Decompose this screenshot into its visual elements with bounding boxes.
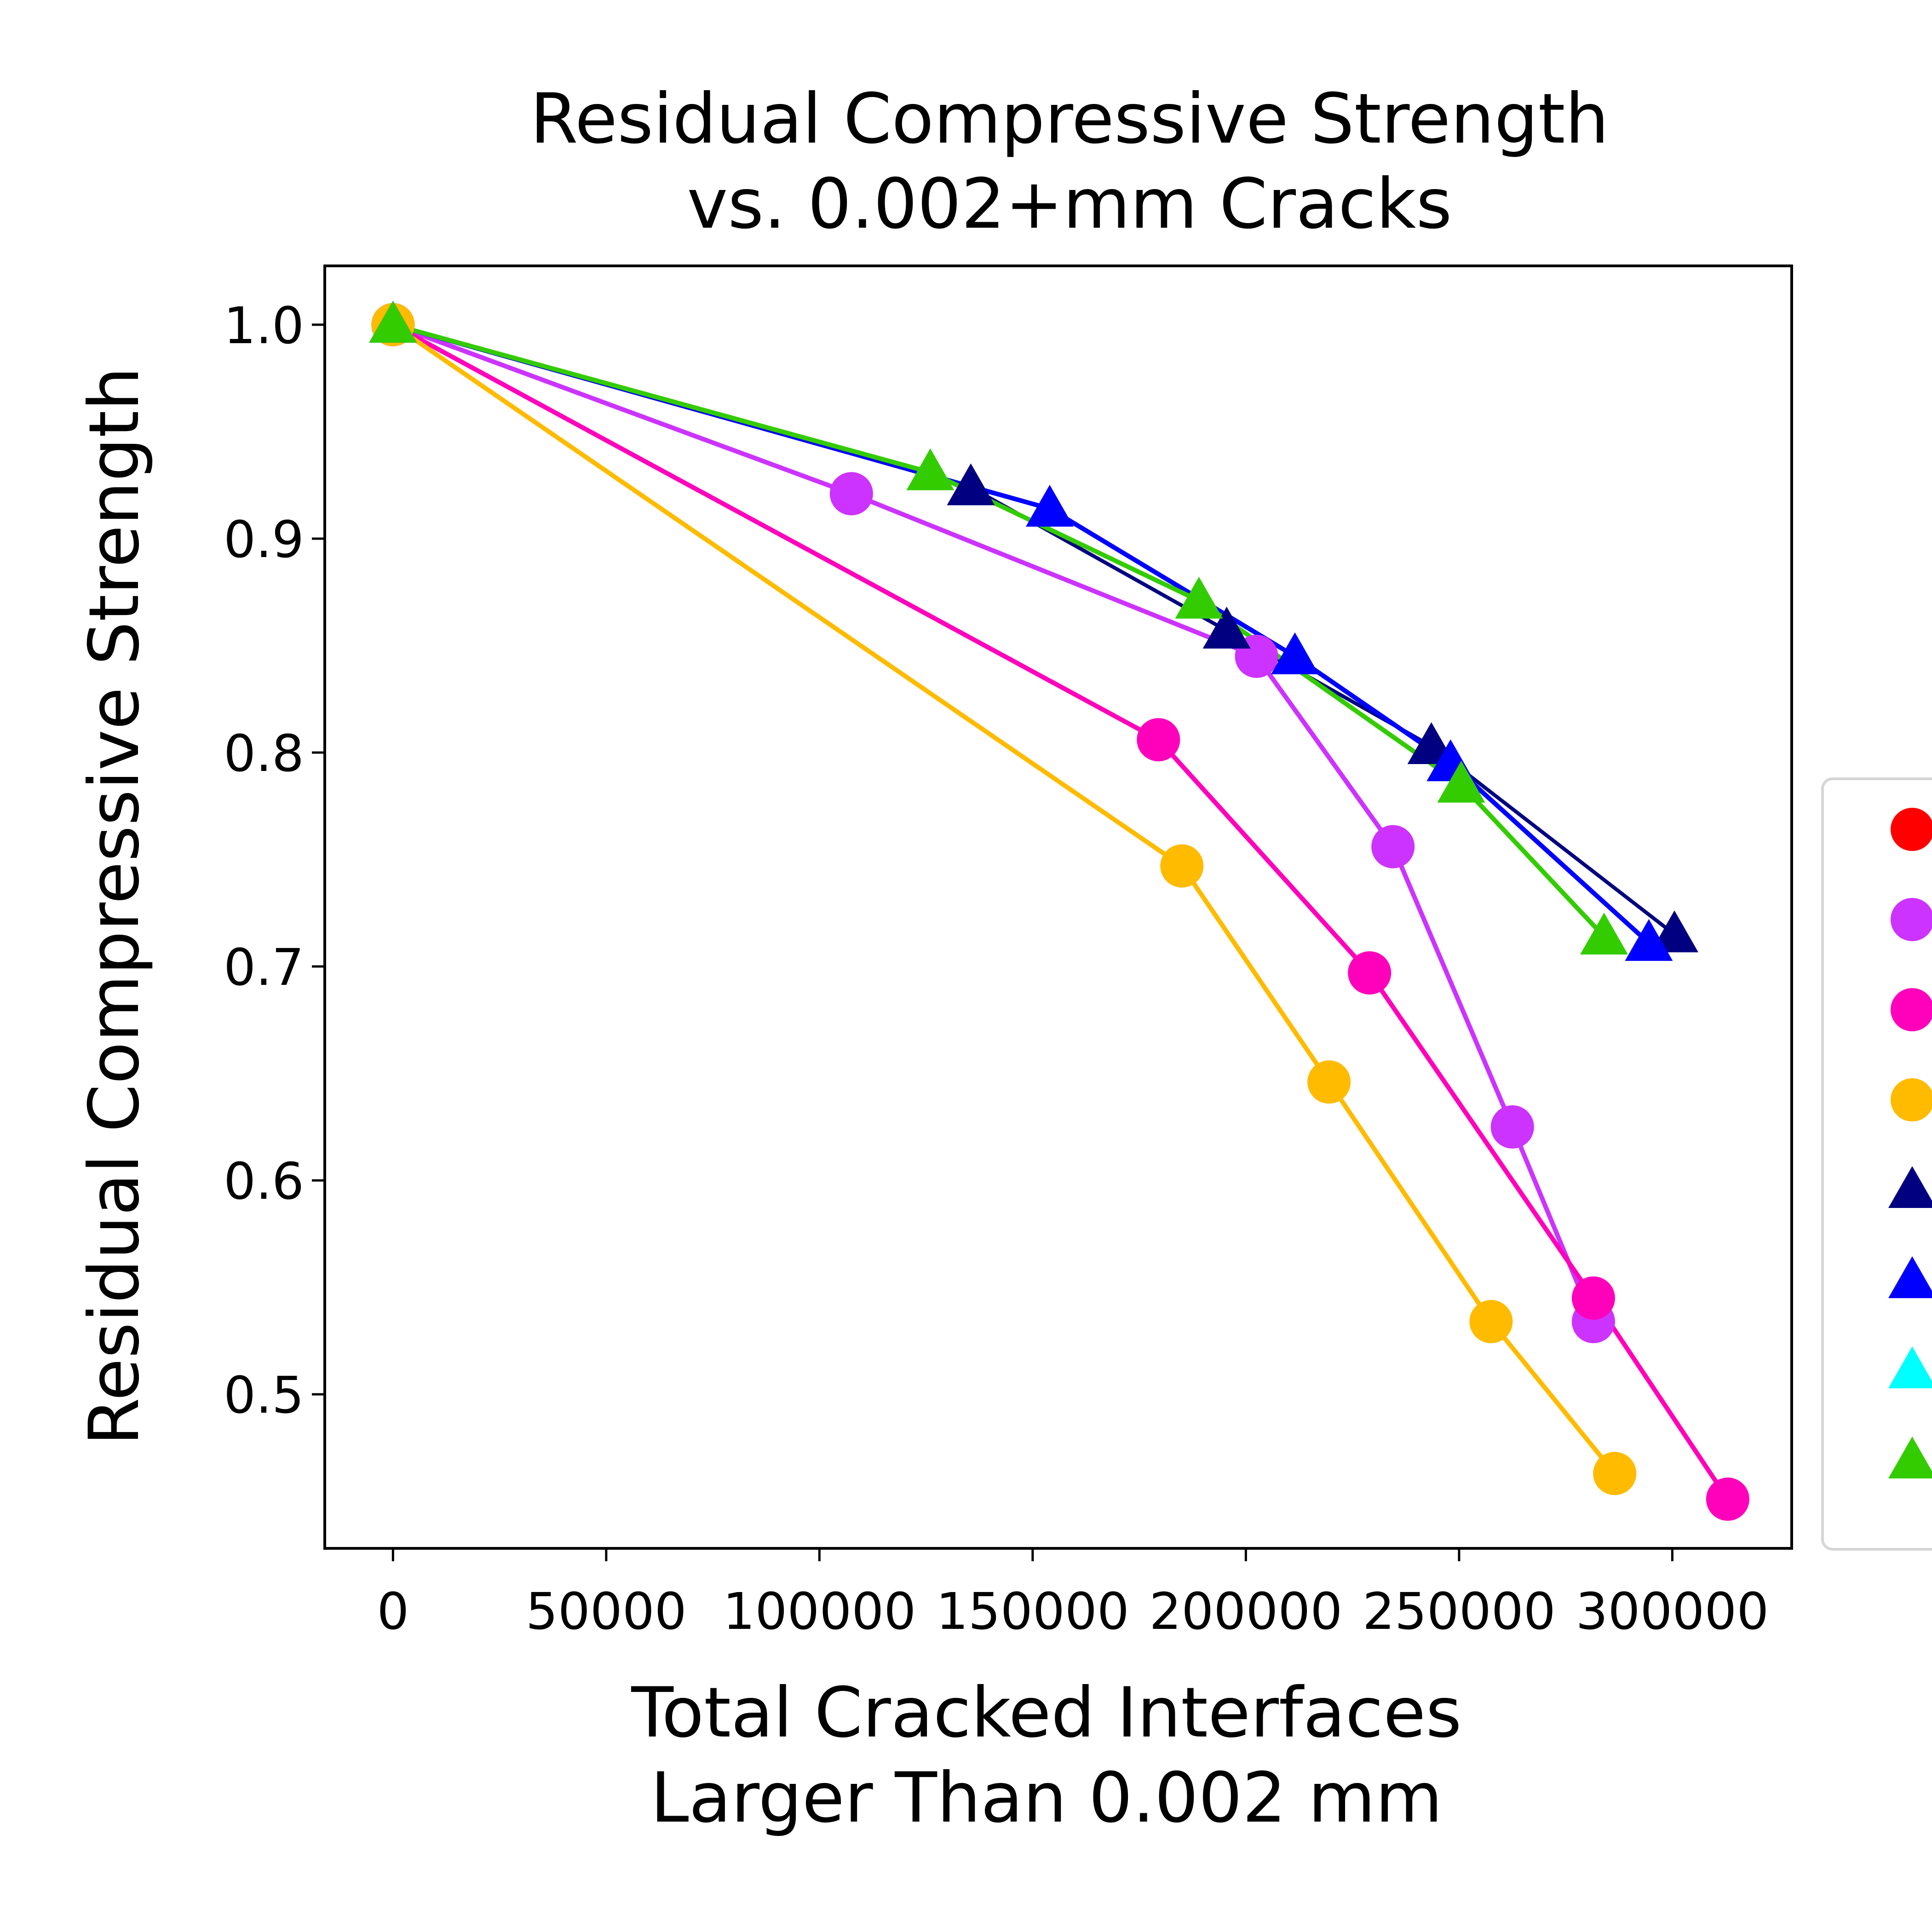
data-point: [1469, 1300, 1513, 1344]
series-line-5: [392, 322, 1650, 945]
series-line-7: [392, 322, 1606, 938]
x-tick-label: 100000: [723, 1582, 916, 1641]
x-tick-label: 300000: [1576, 1582, 1769, 1641]
data-point: [1160, 844, 1204, 888]
y-axis-label: Residual Compressive Strength: [75, 367, 155, 1445]
data-point: [1580, 912, 1628, 954]
data-point: [829, 472, 873, 516]
data-point: [1571, 1276, 1615, 1320]
legend-marker-4: [1888, 1166, 1932, 1208]
legend-marker-3: [1891, 1078, 1932, 1121]
y-tick-label: 0.7: [224, 938, 304, 997]
legend-marker-5: [1888, 1256, 1932, 1298]
data-point: [369, 300, 417, 343]
plot-area: 0 50000 100000 150000 200000 250000 300000 0.5 0…: [224, 264, 1793, 1641]
data-point: [906, 448, 954, 490]
series-line-2: [391, 322, 1730, 1501]
legend-marker-6: [1888, 1346, 1932, 1388]
data-point: [1137, 718, 1180, 762]
data-point: [1307, 1060, 1351, 1104]
data-point: [1650, 910, 1699, 953]
x-tick-label: 250000: [1363, 1582, 1556, 1641]
x-tick-label: 150000: [936, 1582, 1129, 1641]
x-tick-label: 200000: [1149, 1582, 1342, 1641]
legend-marker-1: [1891, 898, 1932, 941]
data-point: [947, 463, 995, 506]
x-axis-label: Total Cracked Interfaces Larger Than 0.00…: [631, 1673, 1461, 1838]
series-line-1: [392, 322, 1596, 1322]
y-tick-label: 1.0: [224, 296, 304, 355]
data-point: [1271, 632, 1319, 674]
x-tick-label: 0: [377, 1582, 409, 1641]
x-tick-label: 50000: [526, 1582, 687, 1641]
y-tick-label: 0.5: [224, 1366, 304, 1425]
data-point: [1175, 576, 1223, 619]
legend-marker-7: [1888, 1437, 1932, 1478]
legend-box: [1821, 777, 1932, 1551]
legend-marker-0: [1891, 808, 1932, 851]
data-point: [1371, 825, 1415, 868]
plot-frame: [323, 264, 1793, 1550]
y-tick-label: 0.9: [224, 510, 304, 569]
chart-title: Residual Compressive Strength vs. 0.002+m…: [530, 79, 1609, 244]
series-line-4: [392, 323, 1676, 936]
data-point: [1490, 1105, 1534, 1149]
data-point: [1437, 760, 1485, 803]
legend-marker-2: [1891, 988, 1932, 1031]
data-point: [1706, 1478, 1749, 1521]
data-point: [1593, 1452, 1637, 1495]
y-tick-label: 0.8: [224, 724, 304, 783]
y-tick-label: 0.6: [224, 1152, 304, 1211]
data-point: [1202, 606, 1251, 649]
legend: [1821, 777, 1932, 1551]
data-point: [1348, 951, 1392, 995]
data-point: [1625, 919, 1673, 961]
data-point: [1025, 484, 1074, 527]
